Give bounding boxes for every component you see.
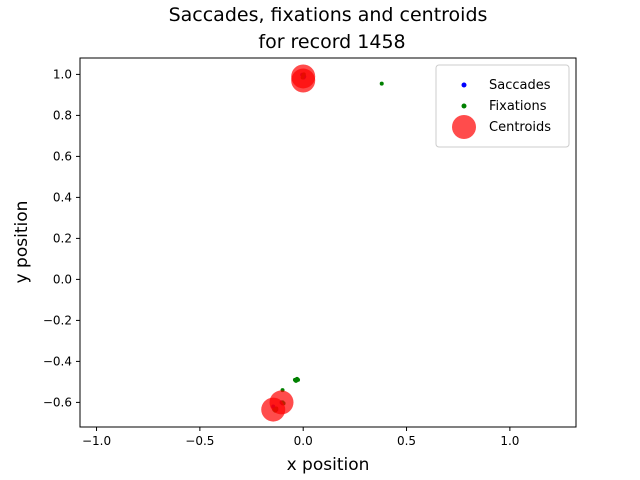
fixation-point <box>379 81 384 86</box>
legend-fixations-marker <box>461 103 467 109</box>
y-tick-label: 1.0 <box>53 67 72 81</box>
x-tick-label: 0.5 <box>397 434 416 448</box>
legend-saccades-label: Saccades <box>489 78 551 93</box>
plot-marks <box>261 64 384 422</box>
fixation-point <box>293 378 298 383</box>
legend: Saccades Fixations Centroids <box>435 64 570 148</box>
y-tick-label: 0.8 <box>53 108 72 122</box>
legend-centroids-marker <box>452 115 476 139</box>
centroid-point <box>261 397 286 422</box>
chart-title-line-2: for record 1458 <box>258 31 405 53</box>
x-tick-label: 1.0 <box>500 434 519 448</box>
y-axis-ticks: −0.6 −0.4 −0.2 0.0 0.2 0.4 0.6 0.8 1.0 <box>43 67 80 409</box>
y-tick-label: 0.4 <box>53 190 72 204</box>
y-tick-label: 0.6 <box>53 149 72 163</box>
x-tick-label: −0.5 <box>185 434 214 448</box>
legend-centroids-label: Centroids <box>489 120 551 135</box>
y-axis-label: y position <box>12 201 32 284</box>
x-tick-label: 0.0 <box>294 434 313 448</box>
y-tick-label: −0.6 <box>43 395 72 409</box>
legend-fixations-label: Fixations <box>489 99 547 114</box>
y-tick-label: −0.4 <box>43 354 72 368</box>
x-tick-label: −1.0 <box>82 434 111 448</box>
y-tick-label: −0.2 <box>43 313 72 327</box>
y-tick-label: 0.2 <box>53 231 72 245</box>
centroid-point <box>291 68 316 93</box>
chart-title-line-1: Saccades, fixations and centroids <box>169 4 488 26</box>
y-tick-label: 0.0 <box>53 272 72 286</box>
legend-saccades-marker <box>461 82 467 88</box>
plot-area-frame <box>79 57 577 428</box>
x-axis-ticks: −1.0 −0.5 0.0 0.5 1.0 <box>82 427 519 448</box>
x-axis-label: x position <box>287 455 370 475</box>
